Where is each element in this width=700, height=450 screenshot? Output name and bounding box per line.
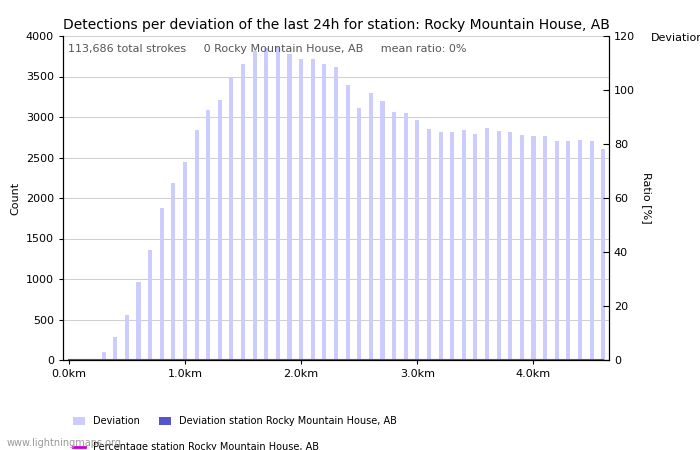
Bar [311, 59, 315, 360]
Bar [148, 250, 152, 360]
Bar [473, 134, 477, 360]
Bar [589, 141, 594, 360]
Bar [404, 113, 407, 360]
Bar [136, 282, 141, 360]
Bar [601, 149, 606, 360]
Bar [496, 131, 500, 360]
Bar [160, 208, 164, 360]
Bar [172, 184, 176, 360]
Bar [369, 93, 373, 360]
Text: www.lightningmaps.org: www.lightningmaps.org [7, 438, 122, 448]
Bar [195, 130, 199, 360]
Bar [380, 101, 384, 360]
Bar [427, 129, 431, 360]
Bar [253, 50, 257, 360]
Bar [392, 112, 396, 360]
Legend: Percentage station Rocky Mountain House, AB: Percentage station Rocky Mountain House,… [74, 442, 318, 450]
Text: Deviations: Deviations [651, 33, 700, 43]
Bar [322, 63, 326, 360]
Bar [554, 141, 559, 360]
Bar [531, 135, 536, 360]
Bar [415, 120, 419, 360]
Bar [543, 135, 547, 360]
Y-axis label: Ratio [%]: Ratio [%] [642, 172, 652, 224]
Bar [183, 162, 187, 360]
Bar [438, 131, 442, 360]
Bar [288, 54, 292, 360]
Bar [113, 337, 118, 360]
Title: Detections per deviation of the last 24h for station: Rocky Mountain House, AB: Detections per deviation of the last 24h… [62, 18, 610, 32]
Bar [357, 108, 361, 360]
Bar [265, 48, 268, 360]
Bar [125, 315, 129, 360]
Bar [520, 135, 524, 360]
Bar [334, 67, 338, 360]
Bar [508, 132, 512, 360]
Bar [566, 141, 570, 360]
Bar [241, 63, 245, 360]
Bar [450, 132, 454, 360]
Bar [102, 352, 106, 360]
Bar [485, 128, 489, 360]
Bar [230, 78, 234, 360]
Bar [206, 110, 210, 360]
Bar [462, 130, 466, 360]
Bar [299, 58, 303, 360]
Text: 113,686 total strokes     0 Rocky Mountain House, AB     mean ratio: 0%: 113,686 total strokes 0 Rocky Mountain H… [69, 44, 467, 54]
Bar [276, 46, 280, 360]
Bar [578, 140, 582, 360]
Bar [346, 86, 350, 360]
Y-axis label: Count: Count [10, 181, 20, 215]
Bar [218, 100, 222, 360]
